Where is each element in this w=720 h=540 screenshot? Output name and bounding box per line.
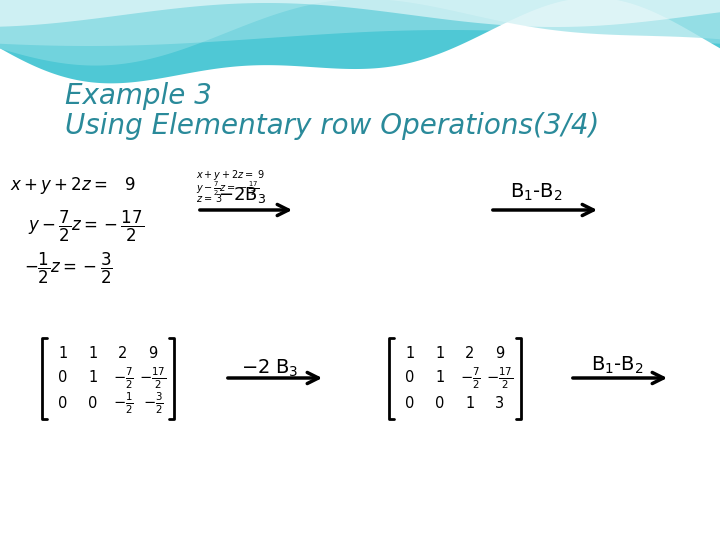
Text: 1: 1 <box>58 346 68 361</box>
Polygon shape <box>0 0 720 65</box>
Text: 3: 3 <box>495 395 505 410</box>
Text: 2: 2 <box>118 346 127 361</box>
Text: $x+y+2z=\;9$: $x+y+2z=\;9$ <box>196 168 265 182</box>
Text: 0: 0 <box>436 395 445 410</box>
Text: $y - \dfrac{7}{2}z = -\dfrac{17}{2}$: $y - \dfrac{7}{2}z = -\dfrac{17}{2}$ <box>28 209 144 244</box>
Text: $\mathrm{B}_1\text{-} \mathrm{B}_2$: $\mathrm{B}_1\text{-} \mathrm{B}_2$ <box>510 182 562 203</box>
Text: $x + y + 2z = \;\;\; 9$: $x + y + 2z = \;\;\; 9$ <box>10 175 135 196</box>
Text: 1: 1 <box>436 370 445 386</box>
Polygon shape <box>0 0 720 27</box>
Text: Using Elementary row Operations(3/4): Using Elementary row Operations(3/4) <box>65 112 599 140</box>
Text: 2: 2 <box>465 346 474 361</box>
Text: $-2\;\mathrm{B}_3$: $-2\;\mathrm{B}_3$ <box>241 357 299 379</box>
Text: $-\frac{3}{2}$: $-\frac{3}{2}$ <box>143 390 163 416</box>
Text: 1: 1 <box>436 346 445 361</box>
Text: 0: 0 <box>405 395 415 410</box>
Text: $-\frac{1}{2}$: $-\frac{1}{2}$ <box>112 390 133 416</box>
Text: 0: 0 <box>405 370 415 386</box>
Text: $-\dfrac{1}{2}z = -\dfrac{3}{2}$: $-\dfrac{1}{2}z = -\dfrac{3}{2}$ <box>24 251 113 286</box>
Text: $-\frac{17}{2}$: $-\frac{17}{2}$ <box>140 366 166 390</box>
Text: $-\frac{7}{2}$: $-\frac{7}{2}$ <box>459 366 480 390</box>
Text: 9: 9 <box>495 346 505 361</box>
Text: Example 3: Example 3 <box>65 82 212 110</box>
Text: 1: 1 <box>89 370 98 386</box>
Polygon shape <box>0 0 720 83</box>
Text: 0: 0 <box>58 395 68 410</box>
Text: 0: 0 <box>89 395 98 410</box>
Text: $\mathrm{B}_1\text{-}\mathrm{B}_2$: $\mathrm{B}_1\text{-}\mathrm{B}_2$ <box>590 354 644 376</box>
Text: $z=\;3$: $z=\;3$ <box>196 192 223 204</box>
Text: 9: 9 <box>148 346 158 361</box>
Text: $-\frac{17}{2}$: $-\frac{17}{2}$ <box>486 366 513 390</box>
Text: $-\frac{7}{2}$: $-\frac{7}{2}$ <box>112 366 133 390</box>
Text: 1: 1 <box>465 395 474 410</box>
Text: 1: 1 <box>89 346 98 361</box>
Polygon shape <box>0 0 720 46</box>
Text: $-2\mathrm{B}_3$: $-2\mathrm{B}_3$ <box>218 185 266 205</box>
Text: 0: 0 <box>58 370 68 386</box>
Text: 1: 1 <box>405 346 415 361</box>
Text: $y-\frac{7}{2}z=-\frac{17}{2}$: $y-\frac{7}{2}z=-\frac{17}{2}$ <box>196 180 259 198</box>
